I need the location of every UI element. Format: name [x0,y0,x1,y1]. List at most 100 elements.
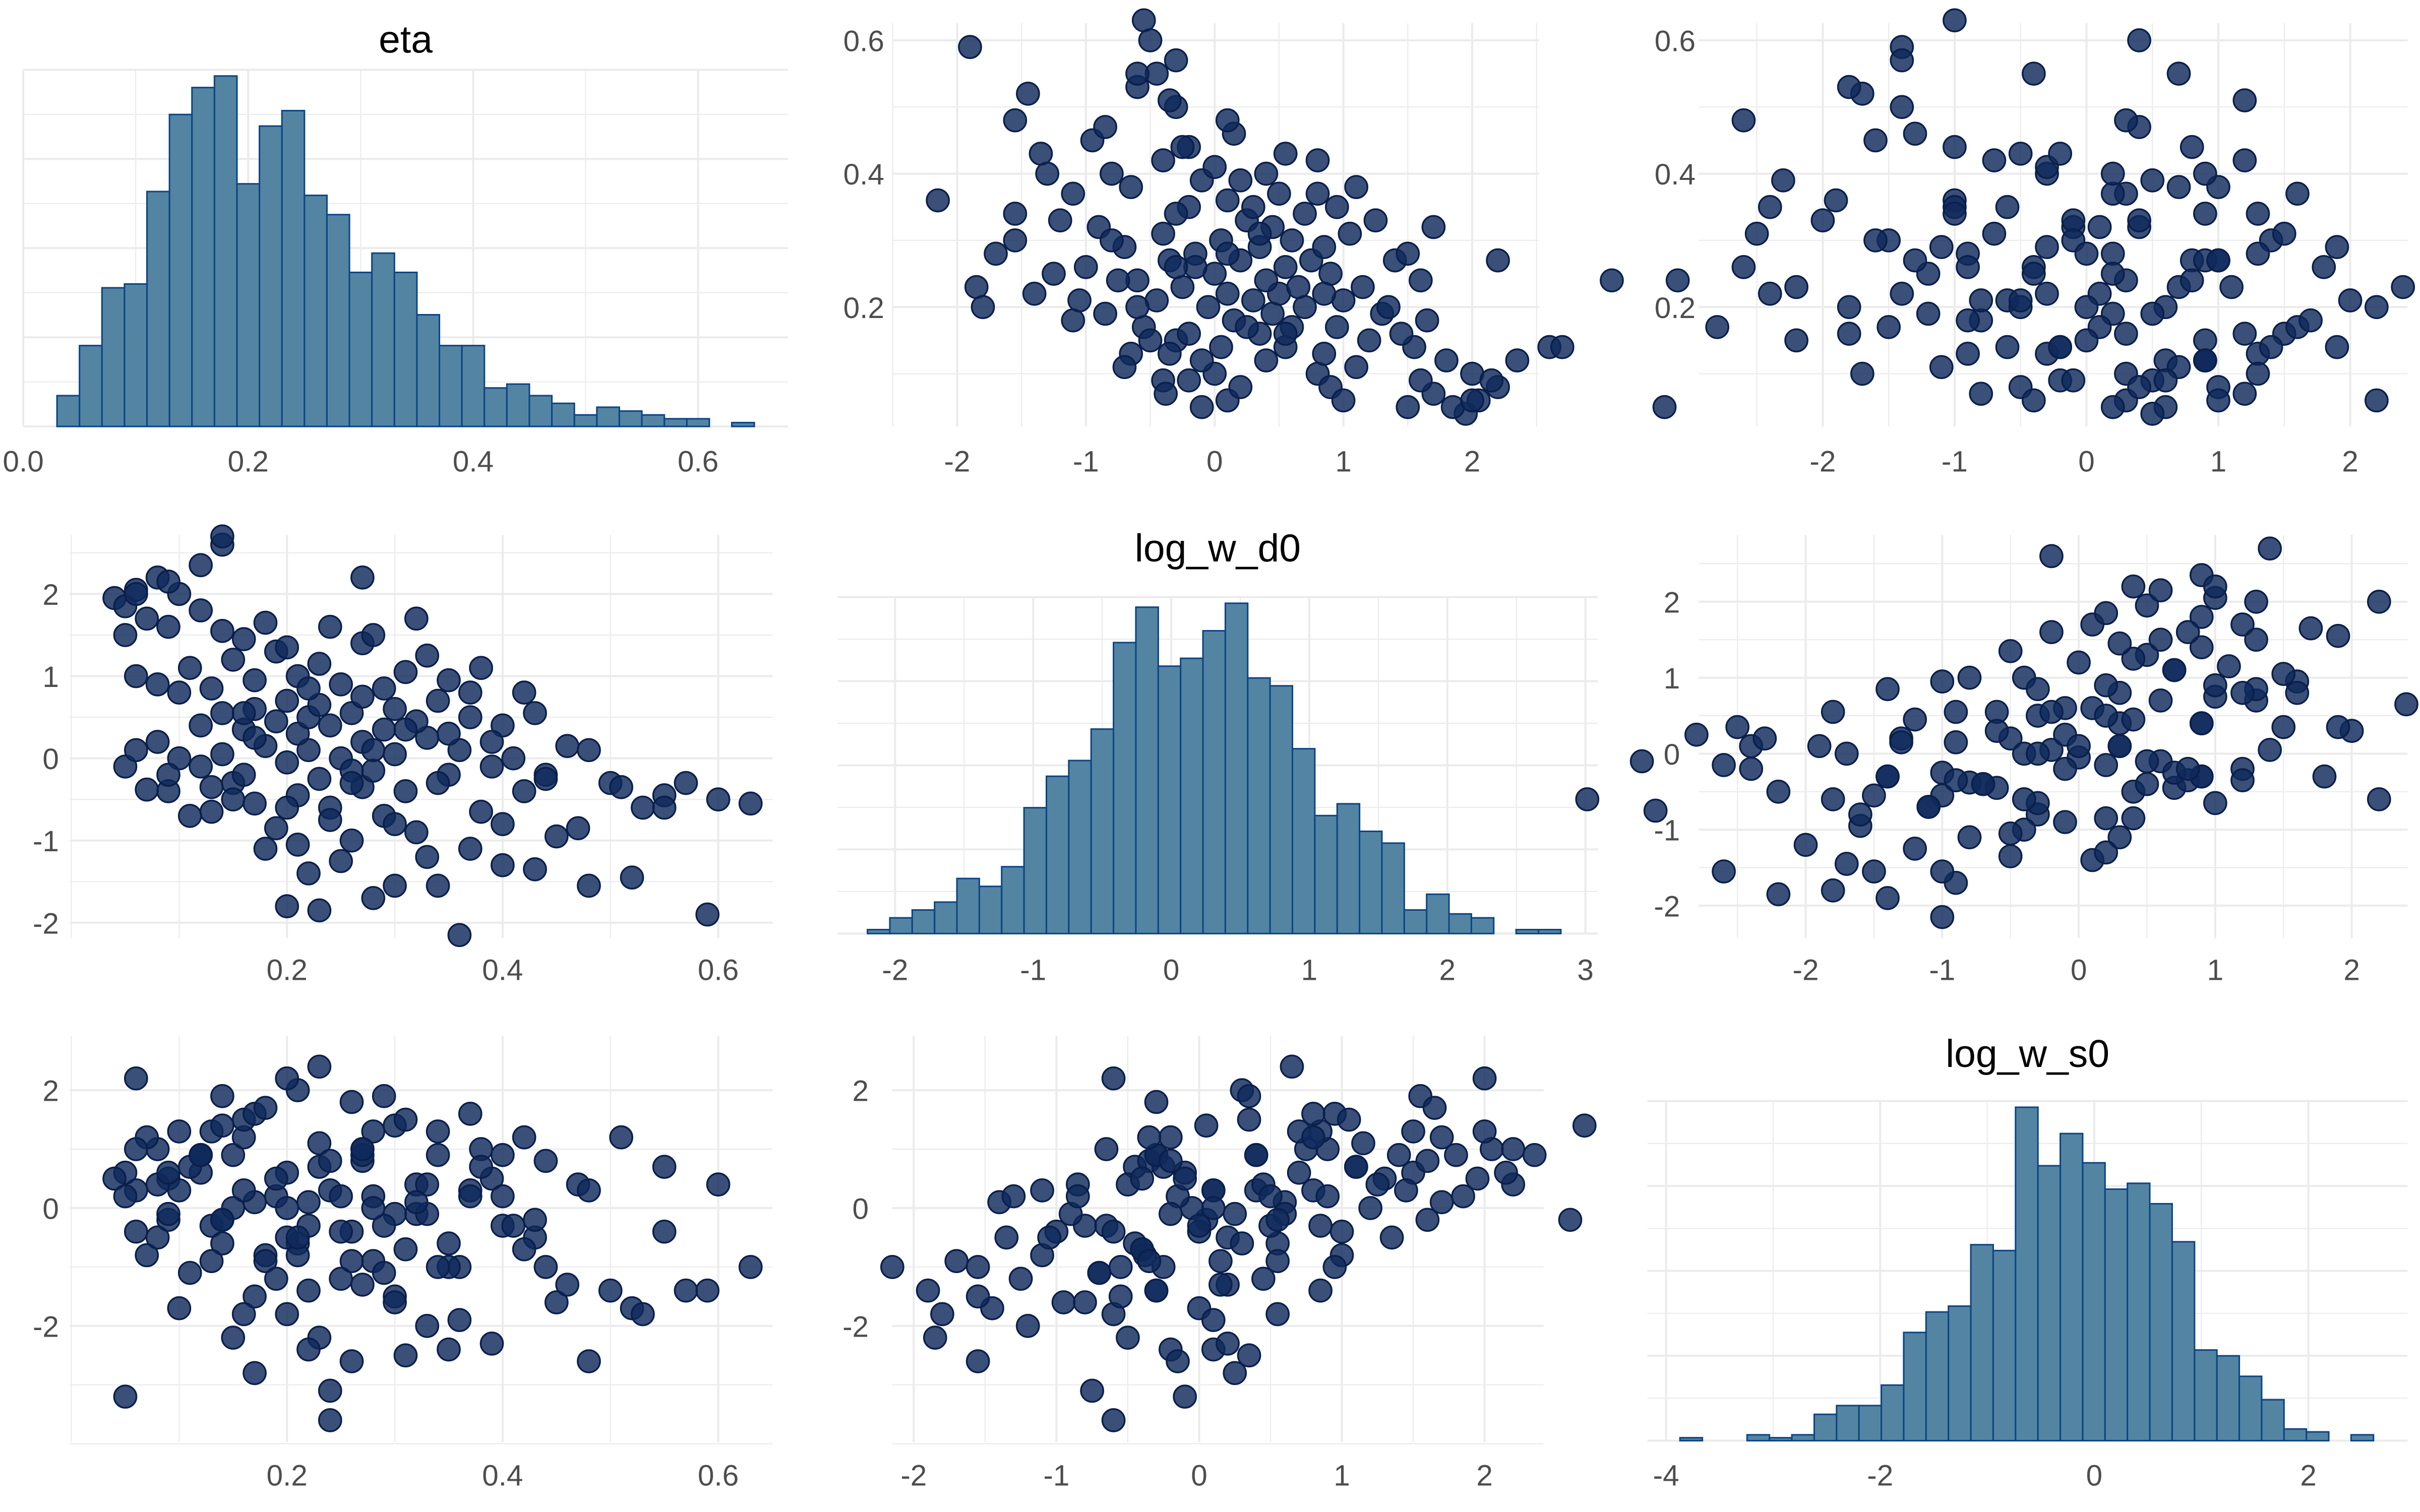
scatter-point [2189,635,2214,660]
scatter-point [113,1384,138,1409]
scatter-point [1116,1326,1140,1350]
scatter-point [958,35,982,59]
scatter-point [1187,1214,1212,1238]
scatter-point [307,652,332,676]
y-tick-label: 0.4 [843,158,884,191]
histogram-bar [528,395,553,427]
scatter-point [479,1332,504,1356]
histogram-bar [2037,1165,2062,1441]
scatter-point [620,865,644,890]
scatter-point [1929,235,1954,260]
scatter-point [167,1119,192,1144]
scatter-point [1944,730,1968,754]
scatter-point [652,795,677,820]
scatter-point [447,923,472,948]
scatter-point [2298,616,2323,641]
scatter-point [2325,235,2349,260]
scatter-point [1807,734,1832,759]
scatter-point [177,1261,202,1285]
scatter-point [2193,161,2217,186]
histogram-bar [2350,1434,2375,1442]
scatter-point [469,799,493,824]
scatter-point [1312,342,1337,366]
scatter-point [1969,382,1993,406]
scatter-point [2094,601,2119,625]
scatter-point [2094,673,2119,698]
scatter-point [2230,768,2255,792]
scatter-point [916,1278,940,1303]
scatter-point [350,1273,375,1297]
scatter-point [555,1273,580,1297]
histogram-bar [191,87,215,427]
scatter-point [1228,168,1253,193]
x-tick-label: -2 [944,445,970,478]
scatter-point [512,779,536,803]
scatter-point [1758,195,1782,219]
scatter-point [1094,1137,1119,1161]
scatter-point [264,1166,288,1191]
scatter-point [2100,241,2125,266]
scatter-point [706,1172,731,1196]
scatter-point [1429,1190,1454,1215]
scatter-point [2039,544,2064,569]
scatter-point [253,1096,278,1120]
histogram-bar [1791,1434,1815,1442]
histogram-bar [1970,1244,1994,1442]
scatter-point [1164,48,1188,73]
scatter-point [1876,886,1900,910]
scatter-point [1016,82,1040,106]
scatter-point [1344,1155,1368,1179]
histogram-bar [1679,1437,1704,1441]
histogram-bar [1202,630,1226,934]
scatter-point [965,1254,990,1279]
scatter-point [189,754,213,779]
scatter-point [243,1361,267,1385]
scatter-point [1890,48,1914,73]
scatter-point [1015,1313,1040,1338]
x-tick-label: -1 [1043,1460,1069,1492]
scatter-point [1575,787,1600,811]
scatter-point [479,730,504,754]
scatter-point [210,618,234,643]
scatter-point [307,1054,332,1079]
histogram-bar [168,113,193,427]
scatter-point [1101,1219,1126,1244]
scatter-point [361,623,386,647]
scatter-point [512,680,536,705]
scatter-point [1158,88,1182,112]
scatter-point [1073,255,1098,279]
panel-r2c1: -2 -1 0 1 2 0.2 0.4 0.6 [33,524,773,987]
scatter-point [2127,28,2151,52]
scatter-point [1903,248,1927,273]
histogram-bar [2194,1349,2218,1442]
x-tick-label: 2 [1464,445,1481,478]
scatter-point [1241,195,1265,219]
x-tick-label: 0.4 [482,954,523,987]
scatter-point [264,816,288,841]
x-tick-label: 0 [1163,954,1180,987]
panel-r1c1: eta 0.0 0.2 0.4 0.6 [3,18,789,478]
scatter-point [1131,8,1156,33]
histogram-bar [1180,657,1204,934]
scatter-point [1201,1196,1226,1220]
scatter-point [1725,715,1750,739]
x-tick-label: -1 [1020,954,1046,987]
scatter-point [2067,734,2091,759]
x-tick-label: 2 [1439,954,1456,987]
x-tick-label: 2 [2343,954,2360,987]
scatter-point [2367,589,2391,614]
scatter-point [1170,275,1195,299]
scatter-point [1784,275,1808,299]
scatter-point [124,1066,148,1091]
scatter-point [2193,202,2217,226]
scatter-point [491,853,515,877]
histogram-bar [461,345,486,427]
scatter-point [2022,388,2046,413]
histogram-bar [506,383,530,427]
x-tick-label: 2 [2300,1460,2317,1492]
scatter-point [1137,1125,1162,1150]
scatter-point [361,759,386,783]
scatter-point [372,1084,396,1108]
scatter-point [177,803,202,828]
histogram-bar [551,402,575,427]
